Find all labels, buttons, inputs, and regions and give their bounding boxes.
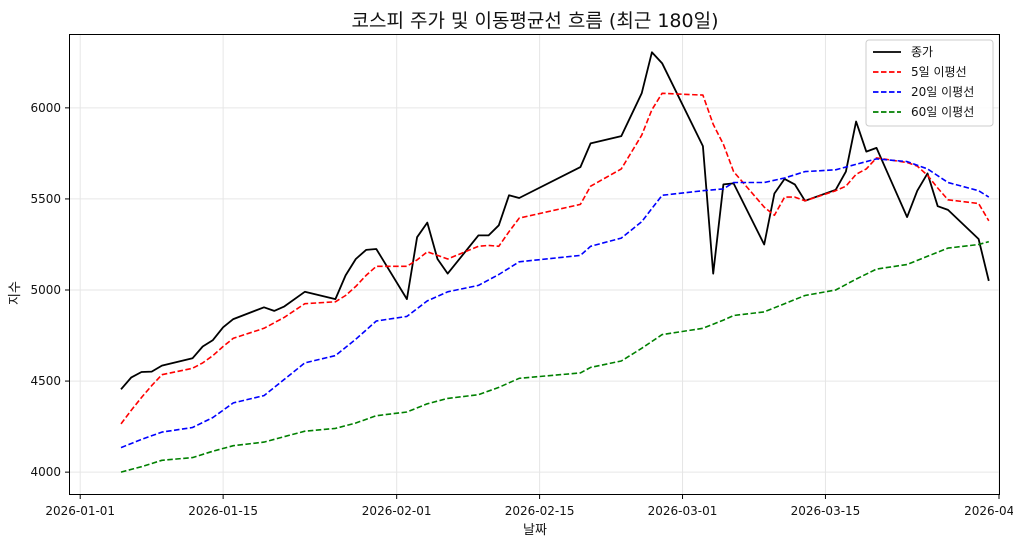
series-lines xyxy=(120,51,990,473)
y-tick-label-5500: 5500 xyxy=(30,192,61,206)
y-tick-label-6000: 6000 xyxy=(30,101,61,115)
legend-item-ma20-label: 20일 이평선 xyxy=(911,85,974,99)
close-price-line xyxy=(120,51,990,390)
x-tick-label-2026-02-15: 2026-02-15 xyxy=(505,504,575,518)
y-tick-label-4000: 4000 xyxy=(30,465,61,479)
ma60-line xyxy=(120,240,990,473)
x-axis-label: 날짜 xyxy=(523,523,547,538)
x-tick-label-2026-03-15: 2026-03-15 xyxy=(791,504,861,518)
legend: 종가 5일 이평선 20일 이평선 60일 이평선 xyxy=(865,39,994,127)
legend-item-close-label: 종가 xyxy=(911,45,933,59)
legend-item-ma5-label: 5일 이평선 xyxy=(911,65,967,79)
x-tick-label-2026-04-01: 2026-04-01 xyxy=(964,504,1013,518)
ma20-line xyxy=(120,158,990,449)
axis-ticks: 2026-01-01 2026-01-15 2026-02-01 2026-02-15… xyxy=(30,101,1013,518)
chart-title: 코스피 주가 및 이동평균선 흐름 (최근 180일) xyxy=(351,10,718,32)
x-tick-label-2026-03-01: 2026-03-01 xyxy=(648,504,718,518)
legend-item-ma60-label: 60일 이평선 xyxy=(911,105,974,119)
y-tick-label-4500: 4500 xyxy=(30,374,61,388)
ma5-line xyxy=(120,92,990,425)
plot-area-frame xyxy=(69,34,1000,495)
y-tick-label-5000: 5000 xyxy=(30,283,61,297)
y-axis-label: 지수 xyxy=(8,281,23,305)
grid xyxy=(70,35,1000,494)
x-tick-label-2026-02-01: 2026-02-01 xyxy=(362,504,432,518)
legend-box xyxy=(865,39,994,127)
x-tick-label-2026-01-15: 2026-01-15 xyxy=(188,504,258,518)
x-tick-label-2026-01-01: 2026-01-01 xyxy=(45,504,115,518)
